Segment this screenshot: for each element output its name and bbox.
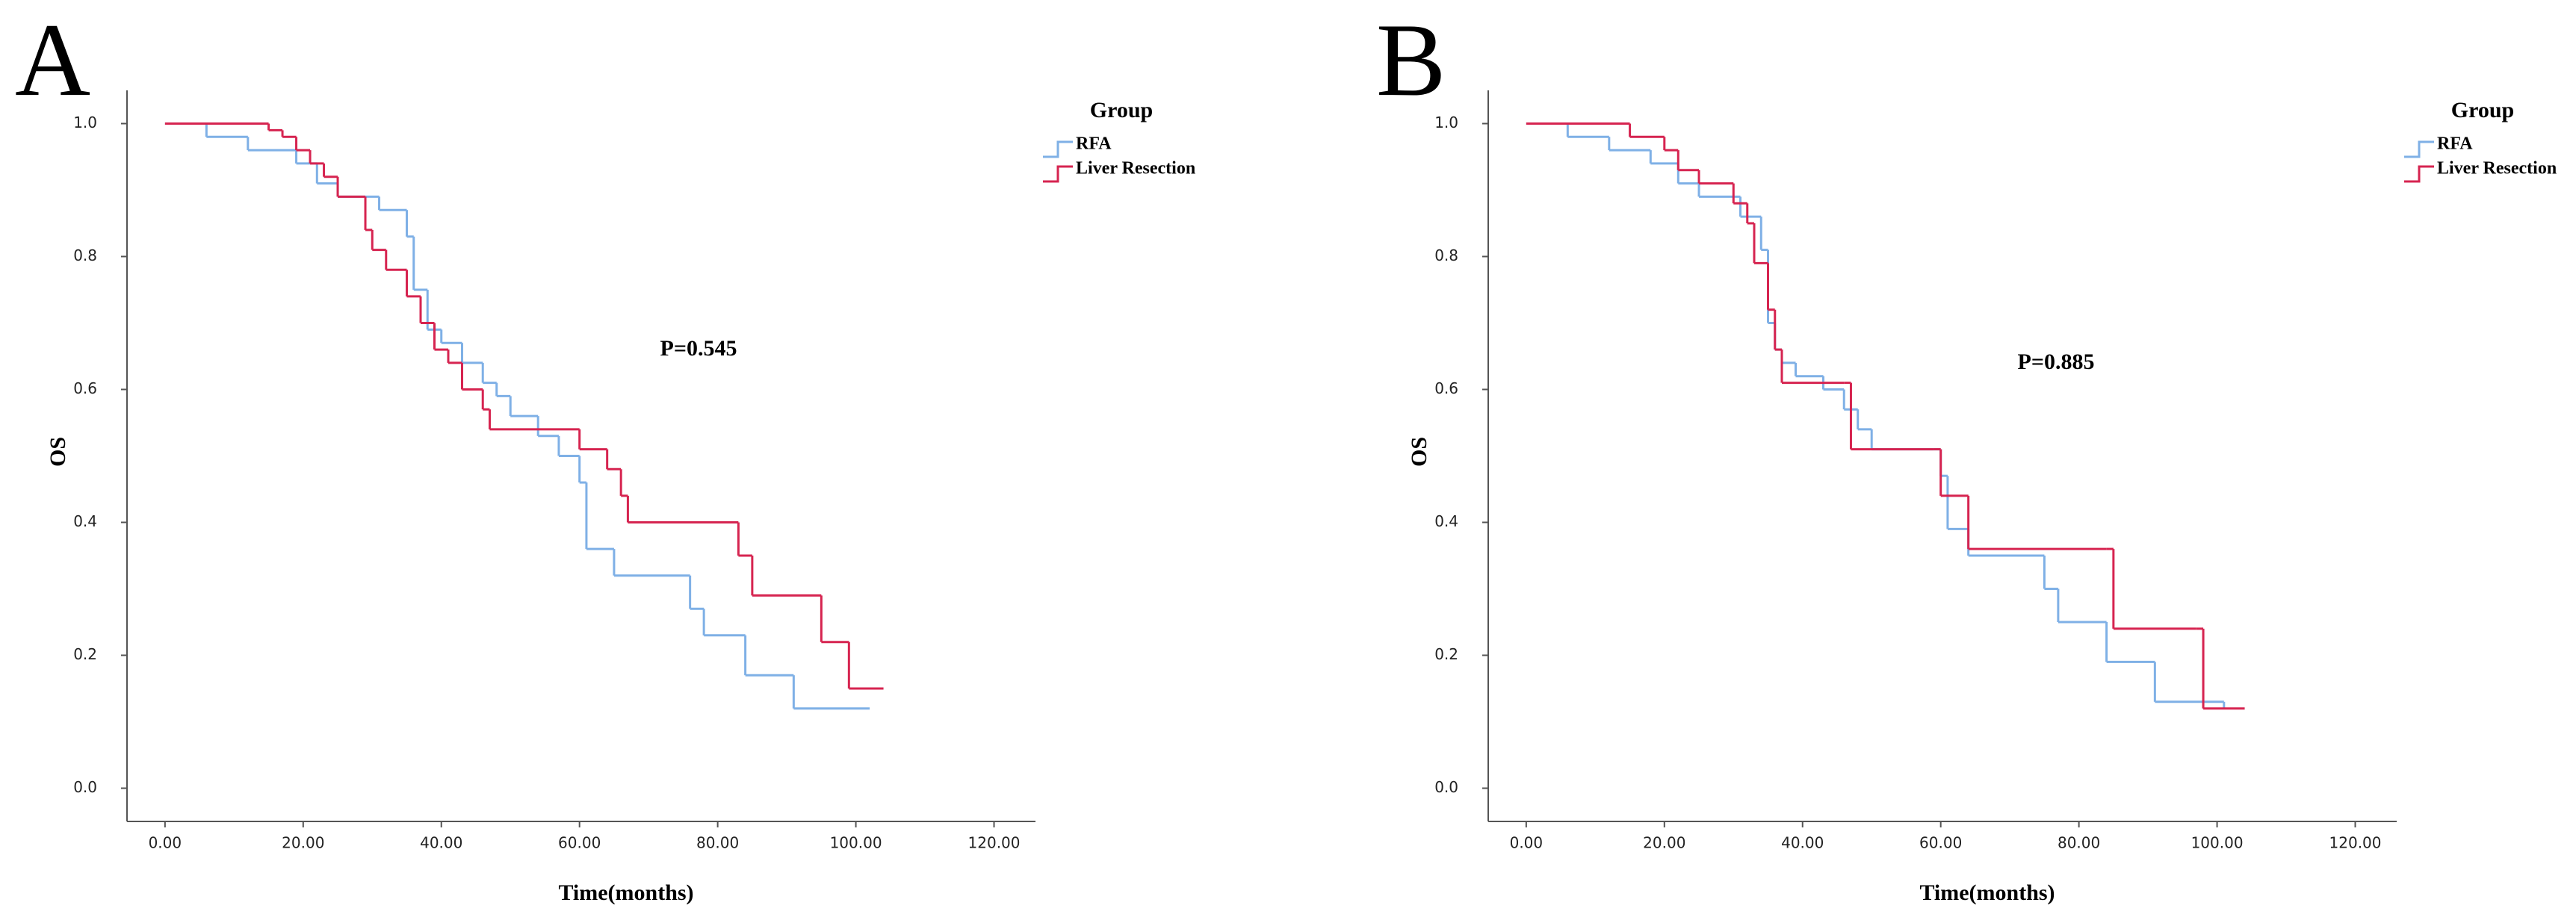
y-tick-label: 0.8	[73, 246, 97, 264]
legend-title: Group	[1090, 98, 1153, 122]
legend-label: RFA	[1076, 134, 1112, 154]
y-tick-label: 1.0	[1434, 114, 1458, 131]
legend-swatch	[1043, 165, 1073, 183]
y-tick-label: 0.6	[1434, 379, 1458, 397]
panel-label: A	[15, 2, 90, 118]
annotation: P=0.885	[2018, 349, 2095, 374]
y-tick-label: 0.2	[73, 645, 97, 663]
x-tick-label: 20.00	[282, 834, 324, 852]
x-tick-label: 20.00	[1643, 834, 1685, 852]
y-axis-label: OS	[1407, 437, 1431, 467]
panel-label: B	[1376, 2, 1446, 118]
x-tick-label: 100.00	[2191, 834, 2244, 852]
legend-swatch	[2404, 165, 2434, 183]
x-tick-label: 100.00	[830, 834, 882, 852]
x-tick-label: 60.00	[558, 834, 601, 852]
y-tick-label: 0.8	[1434, 246, 1458, 264]
legend-title: Group	[2451, 98, 2514, 122]
x-tick-label: 0.00	[1510, 834, 1544, 852]
x-tick-label: 60.00	[1919, 834, 1962, 852]
legend-label: RFA	[2437, 134, 2473, 154]
y-axis-label: OS	[46, 437, 70, 467]
y-tick-label: 0.4	[73, 512, 97, 530]
legend-swatch	[2404, 140, 2434, 158]
y-tick-label: 0.2	[1434, 645, 1458, 663]
x-tick-label: 120.00	[968, 834, 1021, 852]
y-tick-label: 0.6	[73, 379, 97, 397]
y-tick-label: 1.0	[73, 114, 97, 131]
y-tick-label: 0.4	[1434, 512, 1458, 530]
annotation: P=0.545	[660, 336, 737, 361]
x-tick-label: 80.00	[2058, 834, 2100, 852]
legend-swatch	[1043, 140, 1073, 158]
y-tick-label: 0.0	[1434, 778, 1458, 796]
x-tick-label: 0.00	[149, 834, 182, 852]
x-axis-label: Time(months)	[558, 880, 693, 905]
legend-label: Liver Resection	[2437, 159, 2557, 178]
x-tick-label: 80.00	[696, 834, 739, 852]
legend-label: Liver Resection	[1076, 159, 1195, 178]
x-axis-label: Time(months)	[1919, 880, 2055, 905]
y-tick-label: 0.0	[73, 778, 97, 796]
x-tick-label: 120.00	[2329, 834, 2382, 852]
x-tick-label: 40.00	[1781, 834, 1824, 852]
x-tick-label: 40.00	[420, 834, 462, 852]
